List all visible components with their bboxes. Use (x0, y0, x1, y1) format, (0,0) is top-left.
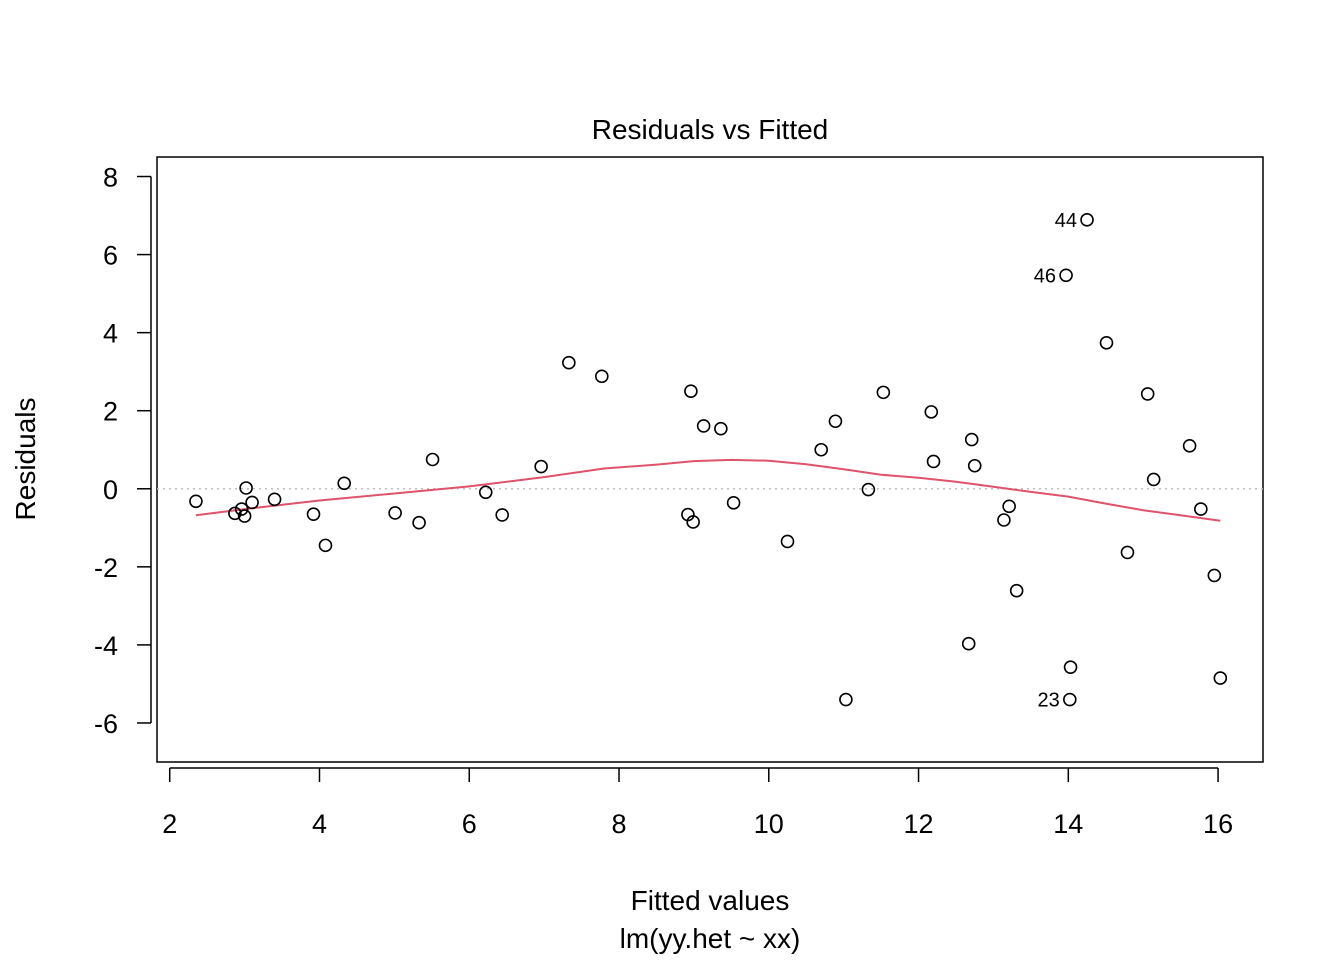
data-point (967, 458, 982, 473)
data-point (534, 459, 548, 474)
data-point (478, 485, 493, 500)
data-point (1063, 660, 1078, 674)
point-labels: 46 23 44 (1034, 210, 1077, 712)
data-point (924, 405, 939, 419)
data-point (1207, 568, 1222, 583)
x-tick-label: 8 (612, 809, 627, 839)
data-point (876, 385, 891, 400)
x-tick-label: 16 (1203, 809, 1233, 839)
data-point (861, 482, 876, 497)
data-point (1009, 583, 1024, 598)
data-point (1063, 692, 1077, 707)
point-label: 44 (1055, 210, 1077, 232)
data-point (1182, 439, 1197, 453)
x-axis: 2 4 6 8 10 12 14 16 (162, 767, 1233, 839)
data-point (714, 421, 728, 436)
data-point (562, 355, 576, 370)
data-point (1080, 213, 1094, 227)
data-point (1213, 671, 1228, 685)
y-tick-label: 8 (103, 163, 118, 193)
data-point (234, 502, 249, 516)
data-point (997, 513, 1011, 527)
x-axis-title: Fitted values (631, 885, 790, 916)
data-point (839, 692, 853, 707)
y-axis: -6 -4 -2 0 2 4 6 8 (94, 163, 152, 739)
data-point (318, 538, 333, 553)
data-point (594, 369, 609, 384)
point-label: 23 (1038, 690, 1060, 712)
data-point (267, 492, 282, 507)
x-tick-label: 14 (1053, 809, 1083, 839)
data-point (1194, 502, 1208, 516)
x-tick-label: 12 (904, 809, 934, 839)
x-tick-label: 10 (754, 809, 784, 839)
y-tick-label: 0 (103, 475, 118, 505)
y-axis-title: Residuals (10, 398, 41, 521)
plot-frame (156, 156, 1264, 763)
data-point (684, 384, 698, 398)
data-point (1059, 268, 1073, 283)
data-points (189, 213, 1228, 707)
data-point (696, 419, 711, 433)
chart-title: Residuals vs Fitted (592, 114, 829, 145)
data-point (814, 442, 828, 457)
data-point (726, 496, 741, 510)
data-point (1002, 499, 1016, 514)
y-tick-label: -6 (94, 709, 118, 739)
data-point (239, 481, 253, 495)
x-tick-label: 4 (312, 809, 327, 839)
x-tick-label: 6 (462, 809, 477, 839)
data-point (828, 414, 843, 429)
data-point (337, 476, 352, 491)
data-point (926, 454, 941, 469)
data-point (388, 506, 402, 520)
data-point (245, 495, 259, 510)
y-tick-label: 2 (103, 397, 118, 427)
data-point (228, 506, 242, 521)
data-point (1146, 472, 1161, 487)
data-point (1140, 387, 1155, 401)
data-point (780, 534, 795, 549)
smooth-line (195, 458, 1221, 522)
data-point (961, 636, 976, 651)
data-point (495, 508, 510, 522)
x-tick-label: 2 (162, 809, 177, 839)
y-tick-label: -2 (94, 553, 118, 583)
point-label: 46 (1034, 265, 1056, 287)
data-point (686, 515, 700, 529)
x-axis-subtitle: lm(yy.het ~ xx) (620, 923, 801, 954)
data-point (412, 515, 426, 530)
data-point (1120, 545, 1135, 560)
data-point (1099, 335, 1114, 350)
y-tick-label: 4 (103, 319, 118, 349)
lowess-smooth-line (195, 458, 1221, 522)
data-point (306, 507, 321, 521)
data-point (189, 494, 203, 509)
data-point (964, 432, 979, 447)
data-point (237, 509, 252, 523)
data-point (425, 452, 440, 467)
y-tick-label: -4 (94, 631, 118, 661)
y-tick-label: 6 (103, 241, 118, 271)
